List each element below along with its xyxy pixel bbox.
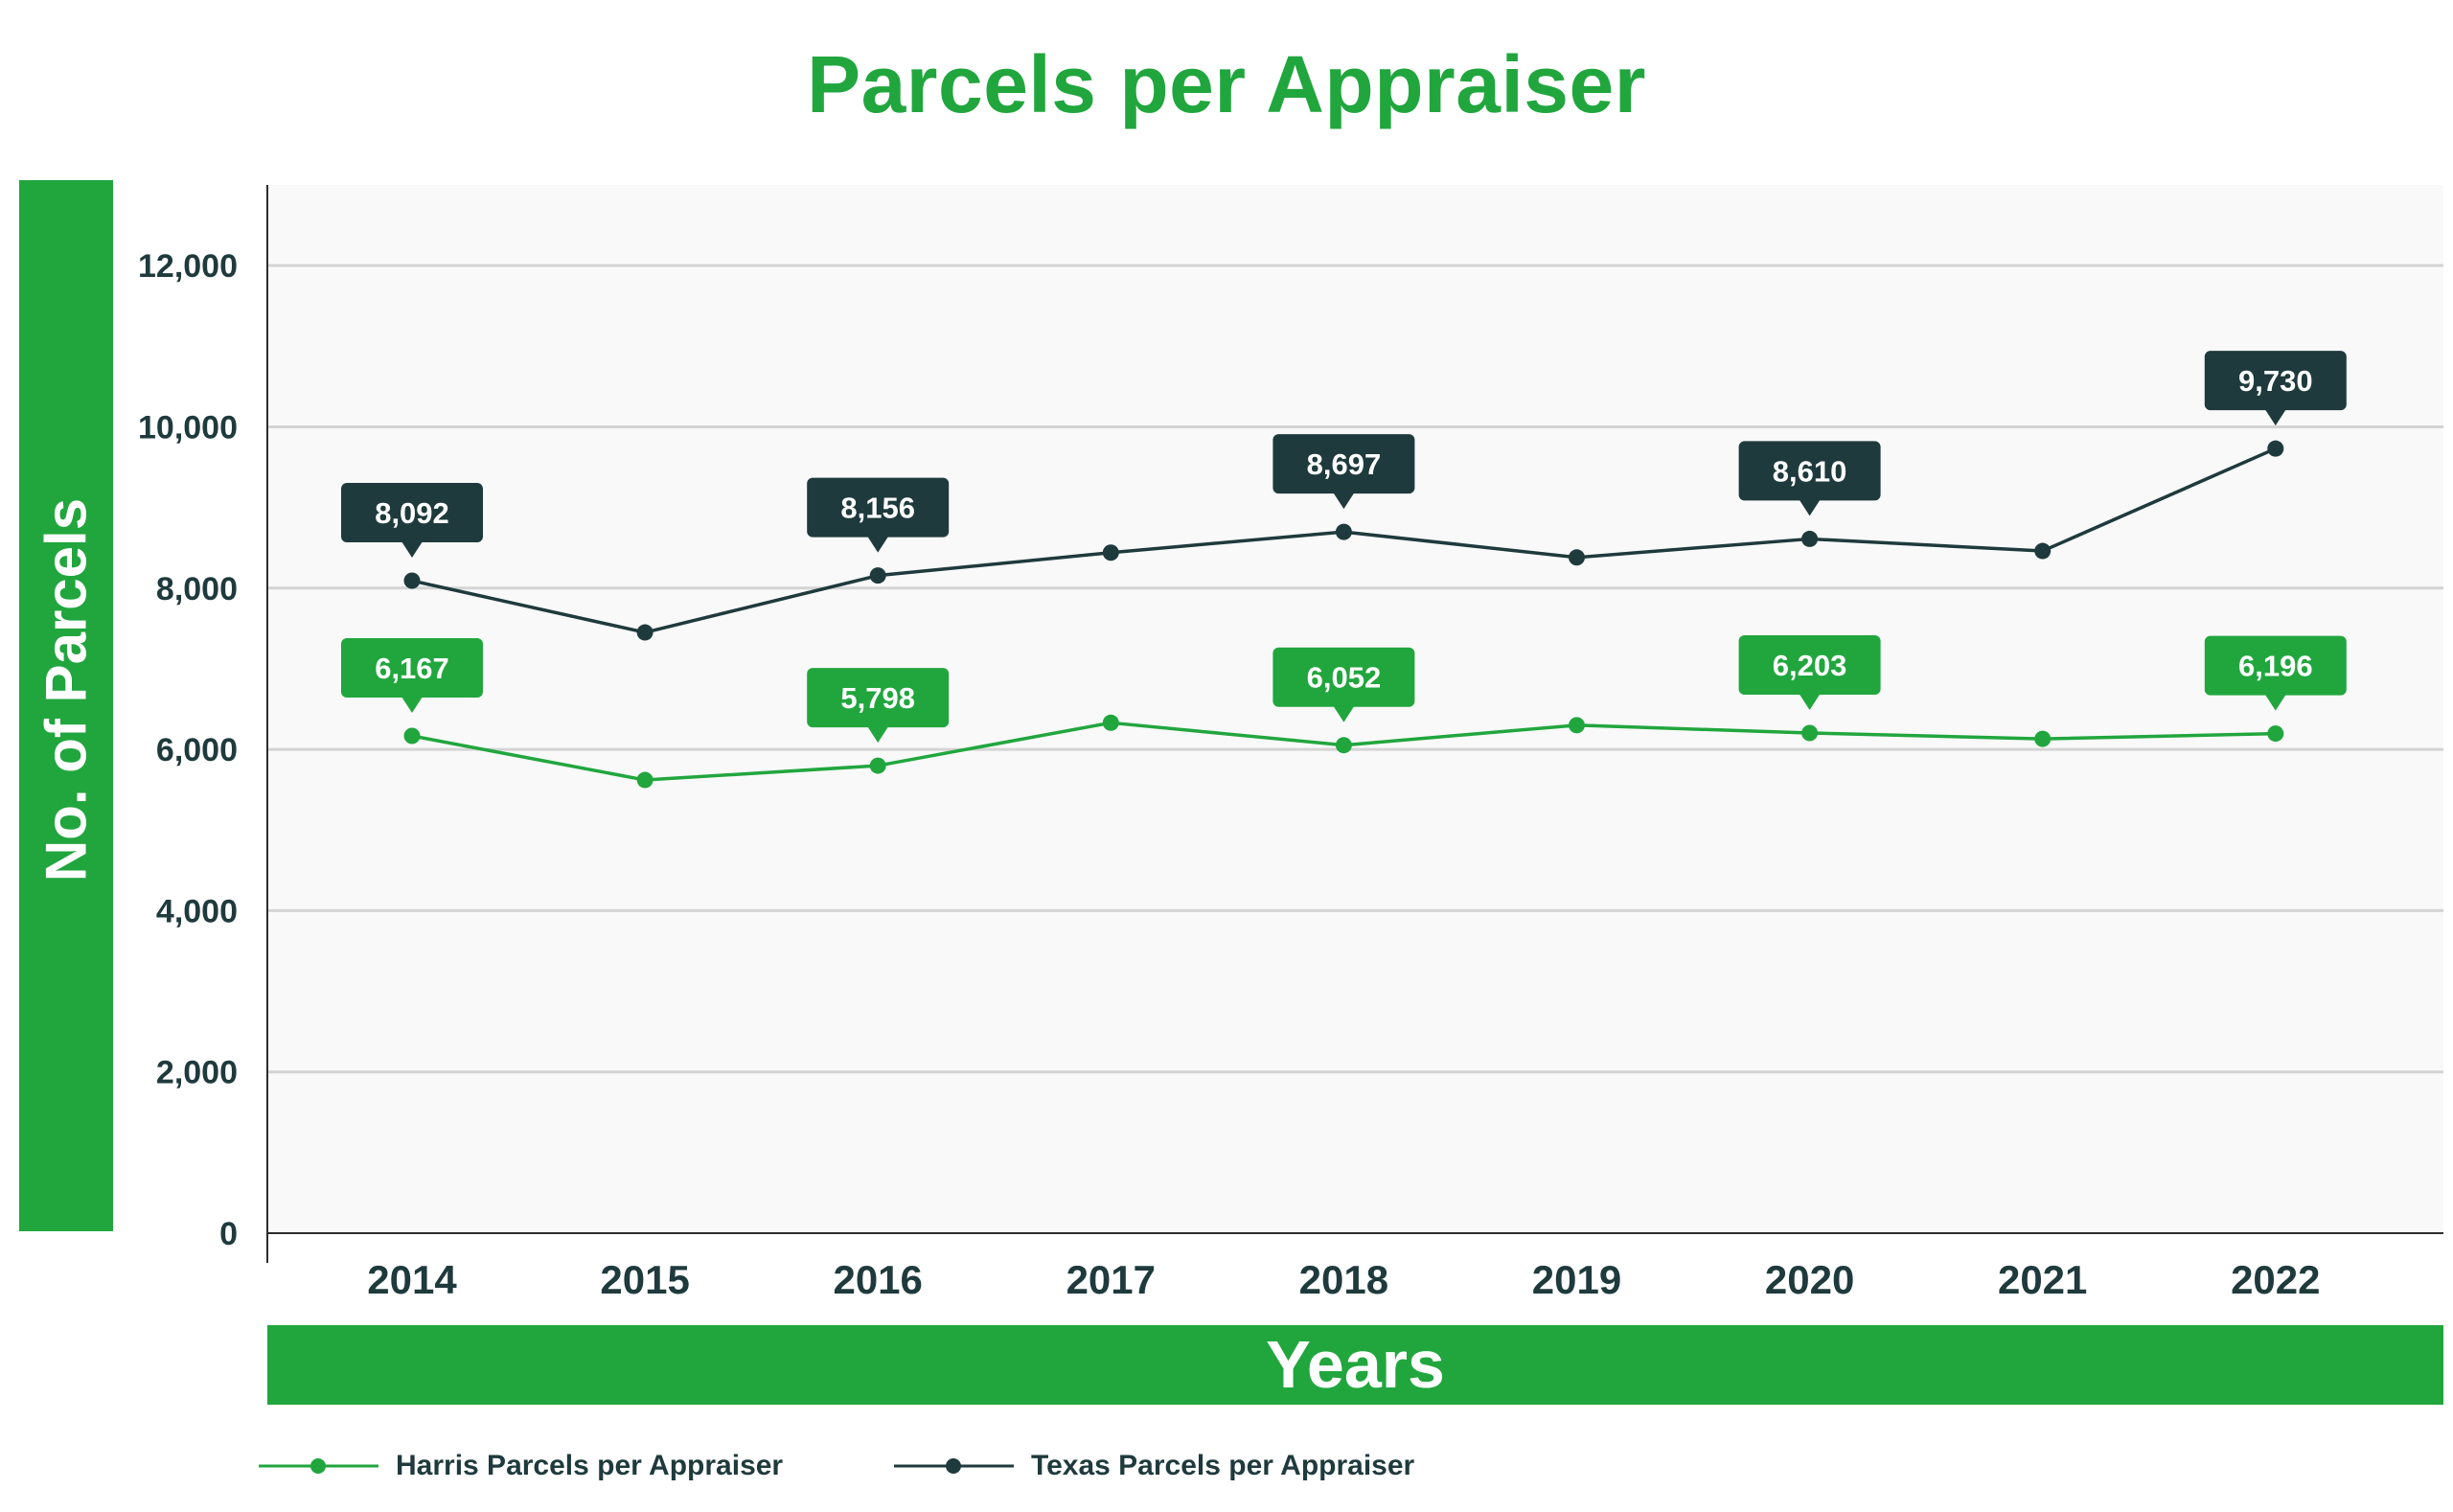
data-label: 5,798 [807, 668, 950, 744]
data-point [1801, 724, 1819, 742]
data-label-pointer [867, 726, 889, 744]
data-label-box [1738, 441, 1881, 501]
x-tick-label: 2014 [367, 1257, 457, 1302]
data-label-text: 6,196 [2238, 650, 2313, 683]
x-tick-label: 2022 [2231, 1257, 2320, 1302]
data-label-text: 8,156 [840, 492, 915, 525]
data-label-box [1272, 647, 1415, 707]
data-label-box [2204, 635, 2347, 696]
legend-item-texas: Texas Parcels per Appraiser [894, 1442, 1414, 1490]
y-tick-label: 12,000 [138, 248, 238, 285]
y-tick-label: 2,000 [156, 1055, 238, 1091]
data-label-layer: 6,167 5,798 6,052 6,203 6,196 8,092 8,156 8,697… [341, 351, 2347, 744]
gridlines [267, 263, 2443, 1074]
y-axis-label-band [19, 180, 113, 1231]
data-point [1569, 717, 1585, 734]
data-point [2034, 730, 2052, 747]
x-tick-label: 2017 [1066, 1257, 1156, 1302]
data-point [1335, 523, 1352, 540]
data-point [1335, 737, 1352, 754]
data-point [1569, 549, 1585, 566]
data-point [636, 771, 653, 789]
data-label-text: 5,798 [840, 681, 915, 715]
data-label-pointer [401, 697, 423, 714]
data-label-box [807, 477, 950, 538]
data-label-text: 8,092 [375, 496, 449, 530]
x-tick-label: 2020 [1765, 1257, 1854, 1302]
series-layer [403, 440, 2284, 789]
data-label-box [807, 668, 950, 728]
data-point [403, 727, 421, 745]
x-tick-label: 2019 [1532, 1257, 1621, 1302]
data-label: 8,610 [1738, 441, 1881, 516]
data-label-box [341, 483, 483, 543]
x-axis-label: Years [1266, 1327, 1445, 1402]
data-label: 8,697 [1272, 434, 1415, 510]
data-point [1102, 714, 1119, 731]
legend-swatch-harris [259, 1458, 378, 1474]
x-tick-label: 2021 [1998, 1257, 2087, 1302]
plot-area-background [267, 185, 2443, 1233]
data-label: 8,156 [807, 477, 950, 553]
x-tick-label: 2018 [1299, 1257, 1388, 1302]
data-point [2267, 725, 2284, 743]
y-tick-label: 6,000 [156, 732, 238, 768]
y-tick-label: 4,000 [156, 893, 238, 929]
x-tick-label: 2016 [833, 1257, 922, 1302]
data-label-text: 9,730 [2238, 364, 2313, 398]
data-label-box [1272, 434, 1415, 494]
legend-item-harris: Harris Parcels per Appraiser [259, 1442, 783, 1490]
x-tick-label: 2015 [600, 1257, 689, 1302]
data-label: 6,167 [341, 638, 483, 714]
data-label-pointer [2264, 409, 2286, 426]
data-label-box [2204, 351, 2347, 411]
data-point [1102, 544, 1119, 561]
data-label-pointer [1799, 499, 1821, 516]
y-tick-label: 10,000 [138, 409, 238, 446]
data-label-box [1738, 634, 1881, 695]
y-tick-label: 8,000 [156, 571, 238, 607]
data-point [869, 757, 886, 774]
x-axis-ticks: 2014 2015 2016 2017 2018 2019 2020 2021 2022 [367, 1257, 2320, 1302]
data-label: 8,092 [341, 483, 483, 559]
data-label-pointer [1333, 493, 1355, 510]
legend-label-texas: Texas Parcels per Appraiser [1031, 1450, 1415, 1481]
chart-title: Parcels per Appraiser [807, 39, 1646, 129]
legend-label-harris: Harris Parcels per Appraiser [396, 1450, 784, 1481]
data-point [2034, 542, 2052, 560]
data-label: 6,196 [2204, 635, 2347, 711]
data-point [403, 572, 421, 589]
data-point [869, 567, 886, 584]
data-label-text: 6,203 [1773, 649, 1847, 682]
data-label-box [341, 638, 483, 699]
data-label-pointer [401, 541, 423, 559]
y-axis-ticks: 0 2,000 4,000 6,000 8,000 10,000 12,000 [138, 248, 238, 1252]
data-label-text: 6,052 [1307, 661, 1382, 695]
data-point [2267, 440, 2284, 457]
data-label-text: 6,167 [375, 652, 449, 685]
data-label: 6,052 [1272, 647, 1415, 722]
data-label-pointer [2264, 694, 2286, 711]
data-point [636, 624, 653, 641]
y-tick-label: 0 [219, 1216, 238, 1252]
data-label-pointer [1799, 693, 1821, 710]
data-label-text: 8,697 [1307, 447, 1382, 481]
data-point [1801, 530, 1819, 547]
data-label: 6,203 [1738, 634, 1881, 710]
data-label-text: 8,610 [1773, 454, 1847, 488]
data-label: 9,730 [2204, 351, 2347, 426]
x-axis-label-band [267, 1325, 2443, 1405]
data-label-pointer [1333, 705, 1355, 722]
data-label-pointer [867, 536, 889, 553]
legend-swatch-texas [894, 1458, 1014, 1474]
